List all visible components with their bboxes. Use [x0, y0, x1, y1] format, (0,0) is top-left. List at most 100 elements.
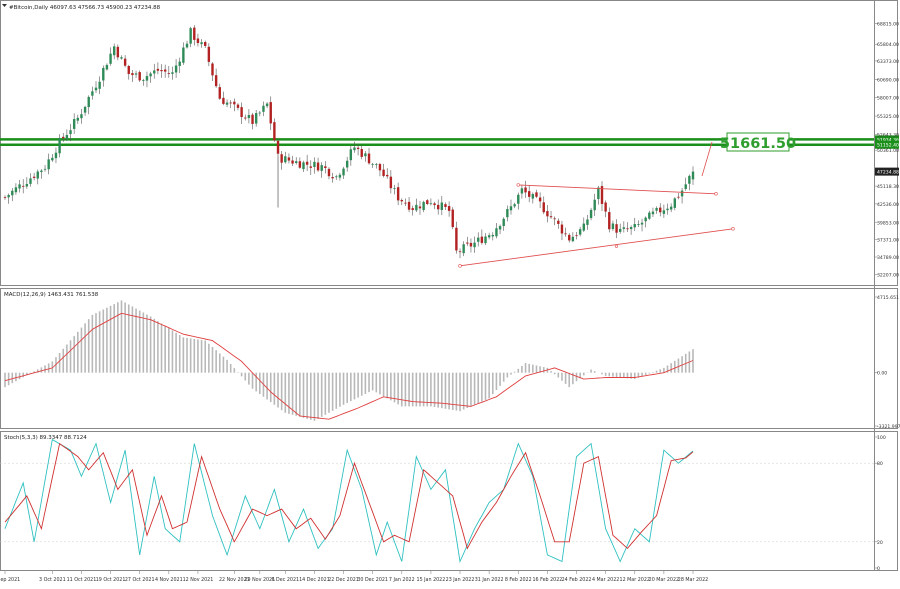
candle-body [163, 69, 167, 72]
candle-body [298, 161, 302, 168]
candle-body [531, 194, 535, 199]
price-tick-label: 65804.00 [877, 42, 899, 48]
candle-body [342, 168, 345, 176]
candle-body [535, 192, 538, 197]
price-tick-label: 42536.00 [877, 202, 899, 208]
candle-body [411, 208, 414, 211]
candle-body [626, 228, 629, 230]
trendline-anchor[interactable] [516, 183, 520, 187]
candle-body [688, 175, 691, 184]
candle-body [254, 113, 258, 124]
candle-body [58, 137, 61, 154]
candle-body [316, 162, 320, 171]
candle-body [142, 80, 145, 82]
candle-body [608, 212, 611, 230]
candle-body [178, 61, 181, 66]
candle-body [633, 224, 636, 228]
candle-body [305, 161, 309, 165]
date-tick-label: 23 Jan 2022 [446, 577, 475, 583]
candle-body [18, 184, 21, 189]
candle-body [120, 57, 123, 59]
candle-body [182, 47, 185, 63]
collapse-arrow-icon[interactable] [2, 4, 7, 7]
candle-body [98, 81, 101, 89]
candle-body [14, 187, 18, 193]
candle-body [149, 73, 152, 77]
date-tick-label: 6 Dec 2021 [271, 577, 299, 583]
target-annotation[interactable]: 51661.50 [720, 132, 796, 152]
candles [3, 25, 695, 259]
candle-body [477, 237, 480, 242]
target-projection-line[interactable] [701, 141, 713, 177]
candle-body [458, 251, 462, 253]
candle-body [72, 119, 76, 129]
candle-body [284, 156, 287, 163]
candle-body [174, 65, 178, 73]
candle-body [156, 68, 160, 71]
candle-body [200, 42, 203, 45]
candle-body [113, 46, 116, 56]
date-tick-label: 28 Mar 2022 [678, 577, 708, 583]
candle-body [83, 106, 87, 113]
date-tick-label: 20 Mar 2022 [649, 577, 679, 583]
trendline-upper[interactable] [518, 184, 717, 195]
candle-body [7, 194, 10, 198]
candle-body [167, 73, 171, 74]
date-tick-label: 7 Jan 2022 [389, 577, 415, 583]
candle-body [378, 164, 382, 171]
candle-body [600, 186, 604, 204]
candle-body [546, 211, 549, 217]
stoch-tick-label: 80 [877, 461, 883, 467]
candle-body [222, 97, 225, 104]
candle-body [360, 149, 363, 157]
date-tick-label: 19 Oct 2021 [96, 577, 126, 583]
trendlines[interactable] [458, 141, 735, 268]
candle-body [109, 53, 112, 64]
price-tick-label: 52643.30 [877, 133, 899, 139]
candle-body [426, 200, 429, 205]
candle-body [673, 198, 676, 208]
candle-body [233, 101, 236, 105]
candle-body [542, 202, 545, 213]
candle-body [640, 222, 644, 225]
stoch-main-line [4, 438, 694, 564]
macd-title: MACD(12,26,9) 1463.431 761.538 [4, 292, 99, 298]
candle-body [356, 147, 360, 150]
candle-body [47, 159, 50, 170]
candle-body [193, 27, 196, 40]
candle-body [593, 199, 596, 211]
target-label: 51661.50 [720, 136, 796, 152]
trendline-anchor[interactable] [714, 192, 718, 196]
macd-signal-line [4, 312, 694, 420]
candle-body [375, 164, 378, 166]
candle-body [127, 65, 130, 74]
candle-body [455, 227, 458, 251]
candle-body [367, 153, 371, 164]
trendline-anchor[interactable] [731, 227, 735, 231]
candle-body [258, 112, 262, 114]
trendline-anchor[interactable] [615, 244, 619, 248]
candle-body [338, 174, 342, 178]
price-tick-label: 63373.00 [877, 59, 899, 65]
candle-body [225, 102, 229, 105]
candle-body [273, 122, 276, 141]
macd-panel-frame [0, 288, 898, 429]
candle-body [651, 211, 655, 215]
date-tick-label: 31 Jan 2022 [475, 577, 504, 583]
candle-body [451, 209, 454, 228]
candle-body [553, 218, 556, 220]
current-price-tag [875, 167, 899, 176]
trendline-lower[interactable] [459, 228, 734, 267]
candle-body [578, 229, 582, 235]
candle-body [76, 117, 80, 121]
candle-body [484, 236, 487, 244]
date-tick-label: 24 Feb 2022 [562, 577, 592, 583]
candle-body [138, 72, 141, 81]
candle-body [313, 161, 316, 167]
candle-body [436, 204, 440, 210]
price-tick-label: 60690.00 [877, 77, 899, 83]
candle-body [502, 218, 505, 227]
stochastic-indicator [0, 438, 874, 564]
trendline-anchor[interactable] [458, 264, 462, 268]
